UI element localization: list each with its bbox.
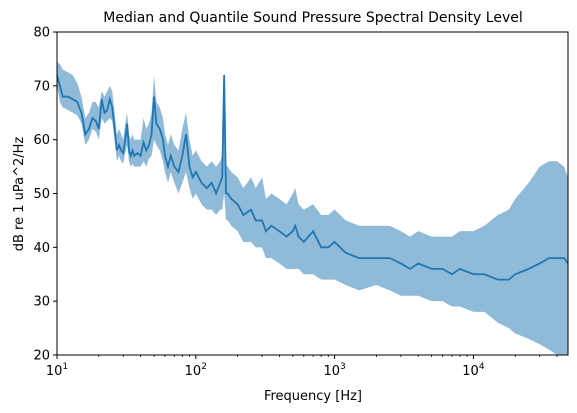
y-tick-label: 60 <box>33 133 50 148</box>
quantile-band <box>57 61 568 355</box>
x-tick-label: 101 <box>46 362 68 379</box>
chart-title: Median and Quantile Sound Pressure Spect… <box>103 10 522 26</box>
y-tick-label: 80 <box>33 26 50 41</box>
x-tick-label: 102 <box>185 362 207 379</box>
y-tick-label: 50 <box>33 187 50 202</box>
x-tick-label: 103 <box>323 362 345 379</box>
plot-area <box>56 31 569 356</box>
y-tick-label: 70 <box>33 79 50 94</box>
x-tick-label: 104 <box>462 362 485 379</box>
y-axis-label: dB re 1 uPa^2/Hz <box>12 137 27 252</box>
x-axis: 101 102 103 104 <box>46 355 558 379</box>
x-axis-label: Frequency [Hz] <box>264 389 362 404</box>
y-tick-label: 20 <box>33 349 50 364</box>
y-tick-label: 30 <box>33 295 50 310</box>
median-line <box>57 74 568 281</box>
y-axis: 20 30 40 50 60 70 80 <box>33 26 57 364</box>
y-tick-label: 40 <box>33 241 50 256</box>
